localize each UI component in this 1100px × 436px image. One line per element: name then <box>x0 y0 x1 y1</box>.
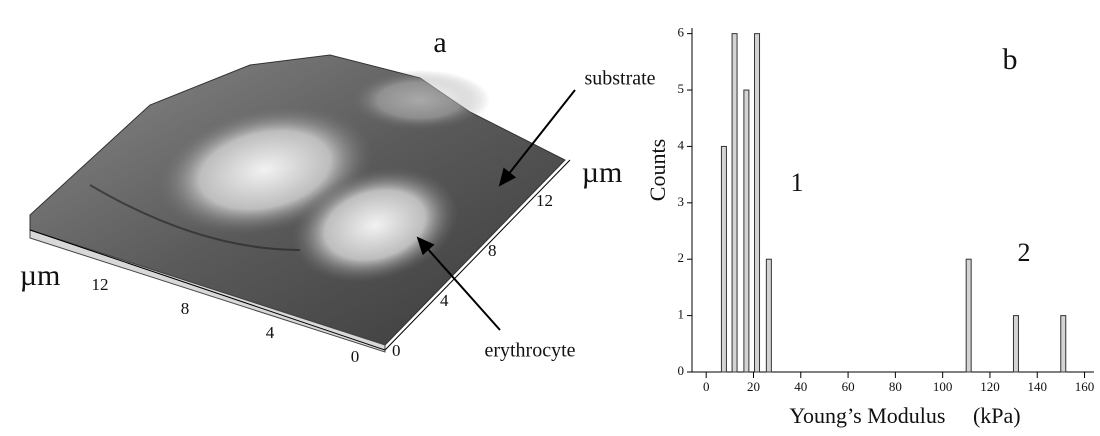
surface-image <box>29 54 576 353</box>
y-tick-label: 1 <box>678 307 685 322</box>
x-tick-label: 120 <box>980 379 1000 394</box>
panel-label: b <box>1003 43 1018 76</box>
bar <box>743 89 750 373</box>
x-axis-label: Young’s Modulus (kPa) <box>789 403 1020 428</box>
y-tick-label: 4 <box>678 137 685 152</box>
y-tick-label: 6 <box>678 25 685 40</box>
axis-tick-label: 12 <box>92 275 109 294</box>
axis-tick-label: 8 <box>181 299 190 318</box>
bar <box>965 258 972 373</box>
x-tick-label: 100 <box>933 379 953 394</box>
x-tick-label: 60 <box>842 379 855 394</box>
x-tick-label: 140 <box>1027 379 1047 394</box>
x-tick-label: 40 <box>794 379 807 394</box>
bar <box>1060 315 1067 373</box>
y-axis-label: Counts <box>645 139 670 201</box>
bar <box>765 258 772 373</box>
bar <box>731 33 738 373</box>
x-tick-label: 0 <box>703 379 710 394</box>
axis-tick-label: 12 <box>536 191 553 210</box>
bar <box>1012 315 1019 373</box>
axis-unit: µm <box>20 259 61 292</box>
annotation: erythrocyte <box>484 340 575 362</box>
y-tick-label: 3 <box>678 194 685 209</box>
axis-tick-label: 0 <box>351 347 360 366</box>
panel-label: a <box>433 26 446 59</box>
axis-tick-label: 0 <box>392 341 401 360</box>
x-tick-label: 20 <box>747 379 760 394</box>
annotation: 2 <box>1018 238 1031 267</box>
axis-tick-label: 4 <box>440 291 449 310</box>
x-tick-label: 160 <box>1075 379 1095 394</box>
x-tick-label: 80 <box>889 379 902 394</box>
axis-unit: µm <box>582 156 623 189</box>
y-tick-label: 2 <box>678 250 685 265</box>
annotation: 1 <box>791 168 804 197</box>
y-tick-label: 5 <box>678 81 685 96</box>
axis-tick-label: 8 <box>488 241 497 260</box>
y-tick-label: 0 <box>678 363 685 378</box>
bar <box>754 33 761 373</box>
annotation: substrate <box>584 68 655 90</box>
axis-tick-label: 4 <box>266 323 275 342</box>
bar <box>720 145 727 373</box>
